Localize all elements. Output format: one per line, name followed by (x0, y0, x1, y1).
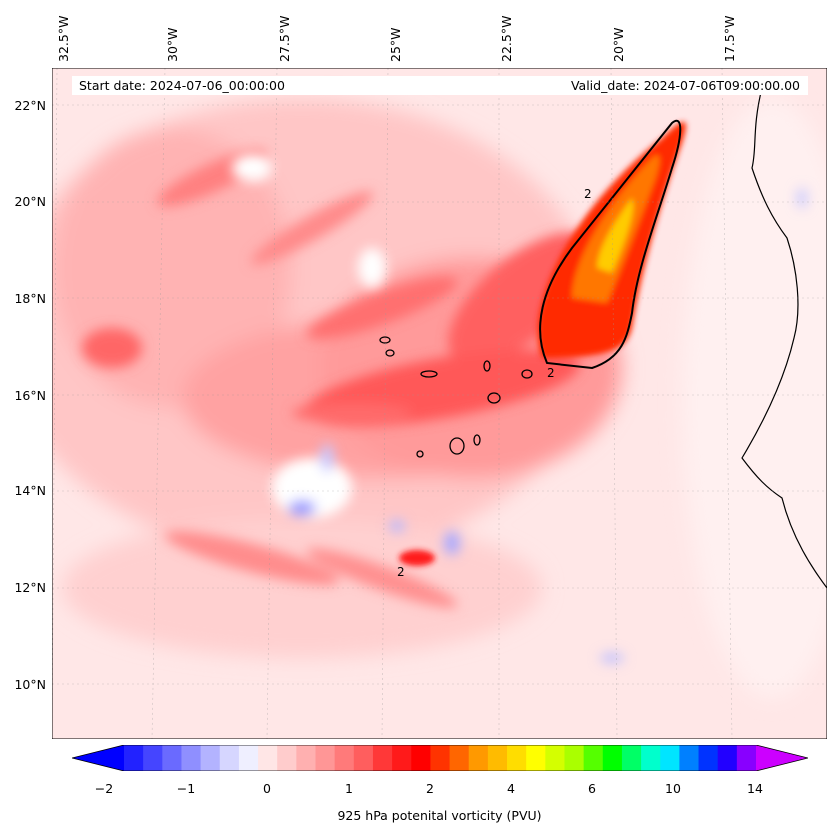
colorbar-tick-label: −1 (176, 781, 196, 796)
colorbar-segment (277, 745, 297, 771)
colorbar-segment (200, 745, 221, 771)
contour-label: 2 (547, 366, 555, 380)
lon-label: 22.5°W (499, 15, 514, 62)
colorbar-segment (315, 745, 336, 771)
colorbar-segment (641, 745, 661, 771)
lon-label: 30°W (165, 27, 180, 62)
contour-label: 2 (397, 565, 405, 579)
lat-label: 22°N (14, 98, 46, 113)
lat-label: 18°N (14, 291, 46, 306)
colorbar-segment (143, 745, 163, 771)
lon-label: 32.5°W (56, 15, 71, 62)
colorbar-segment (449, 745, 470, 771)
colorbar-segment (583, 745, 604, 771)
colorbar-segment (487, 745, 508, 771)
graticule (52, 68, 827, 739)
lat-label: 10°N (14, 677, 46, 692)
contour-label: 2 (584, 187, 592, 201)
colorbar-segment (181, 745, 202, 771)
colorbar-segment (372, 745, 393, 771)
colorbar-segment (430, 745, 451, 771)
colorbar-tick-label: 2 (426, 781, 434, 796)
colorbar-tick-label: −2 (94, 781, 114, 796)
colorbar-segment (296, 745, 317, 771)
colorbar-segment (411, 745, 432, 771)
lat-label: 14°N (14, 483, 46, 498)
valid-date-text: Valid_date: 2024-07-06T09:00:00.00 (570, 78, 800, 93)
colorbar-segment (564, 745, 585, 771)
coastline (741, 87, 827, 589)
colorbar-segment (526, 745, 546, 771)
map-panel: 2 2 2 (52, 68, 827, 739)
colorbar-segment (162, 745, 183, 771)
colorbar-tick-label: 0 (263, 781, 271, 796)
colorbar-tick-label: 1 (345, 781, 353, 796)
lat-label: 12°N (14, 580, 46, 595)
colorbar-tick-label: 10 (665, 781, 681, 796)
colorbar-segment (717, 745, 738, 771)
colorbar-segment (219, 745, 240, 771)
lat-label: 16°N (14, 388, 46, 403)
date-info-box: Start date: 2024-07-06_00:00:00 Valid_da… (72, 76, 808, 95)
colorbar-segment (238, 745, 259, 771)
lon-label: 25°W (388, 27, 403, 62)
colorbar-segment (334, 745, 355, 771)
colorbar-tick-label: 6 (588, 781, 596, 796)
colorbar-segment (602, 745, 623, 771)
contour-2pvu (539, 119, 682, 370)
cape-verde-islands (379, 336, 533, 458)
colorbar-segment (353, 745, 374, 771)
colorbar-label: 925 hPa potenital vorticity (PVU) (337, 808, 542, 823)
colorbar-extend-min (72, 745, 124, 771)
pv-max-band (399, 121, 686, 566)
pv-map: 2 2 2 (52, 68, 827, 739)
colorbar-segment (698, 745, 719, 771)
colorbar-segment (507, 745, 527, 771)
colorbar-segment (660, 745, 680, 771)
colorbar-tick-label: 14 (747, 781, 763, 796)
lat-label: 20°N (14, 194, 46, 209)
lon-label: 27.5°W (277, 15, 292, 62)
colorbar-tick-label: 4 (507, 781, 515, 796)
pv-negative-pockets (232, 154, 807, 663)
lon-label: 20°W (611, 27, 626, 62)
start-date-text: Start date: 2024-07-06_00:00:00 (79, 78, 285, 93)
colorbar-segment (124, 745, 144, 771)
colorbar-segment (392, 745, 412, 771)
colorbar-segment (545, 745, 566, 771)
lon-label: 17.5°W (722, 15, 737, 62)
colorbar-segment (621, 745, 642, 771)
colorbar-segment (258, 745, 278, 771)
colorbar-segment (679, 745, 700, 771)
colorbar-segment (468, 745, 489, 771)
colorbar-segment (736, 745, 757, 771)
colorbar (72, 745, 808, 771)
colorbar-extend-max (756, 745, 808, 771)
